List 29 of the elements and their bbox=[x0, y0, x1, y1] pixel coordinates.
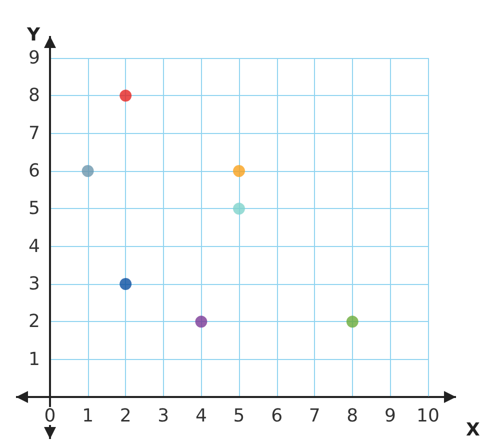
point bbox=[346, 316, 358, 328]
x-axis-title: X bbox=[466, 420, 480, 440]
x-tick-label: 0 bbox=[44, 406, 56, 426]
y-tick-label: 3 bbox=[28, 274, 40, 294]
x-tick-label: 1 bbox=[82, 406, 94, 426]
point bbox=[233, 202, 245, 215]
x-tick-label: 8 bbox=[346, 406, 358, 426]
x-tick-label: 4 bbox=[195, 406, 207, 426]
y-tick-label: 2 bbox=[28, 311, 40, 332]
point bbox=[120, 90, 132, 102]
point bbox=[120, 278, 132, 290]
y-tick-label: 7 bbox=[28, 122, 40, 144]
y-axis-title: Y bbox=[26, 24, 41, 46]
y-tick-label: 5 bbox=[28, 198, 40, 220]
x-tick-label: 2 bbox=[120, 406, 132, 426]
x-tick-label: 3 bbox=[158, 406, 170, 426]
y-tick-label: 6 bbox=[28, 160, 40, 182]
x-tick-label: 10 bbox=[416, 406, 440, 426]
y-tick-label: 4 bbox=[28, 236, 40, 257]
x-tick-label: 9 bbox=[384, 406, 396, 426]
x-tick-label: 6 bbox=[271, 406, 283, 426]
y-tick-label: 8 bbox=[28, 85, 40, 106]
x-tick-label: 7 bbox=[308, 406, 320, 426]
point bbox=[82, 165, 94, 177]
y-tick-label: 1 bbox=[28, 348, 40, 370]
x-tick-label: 5 bbox=[233, 406, 245, 426]
point bbox=[233, 165, 245, 177]
point bbox=[195, 316, 208, 328]
y-tick-label: 9 bbox=[28, 48, 40, 68]
